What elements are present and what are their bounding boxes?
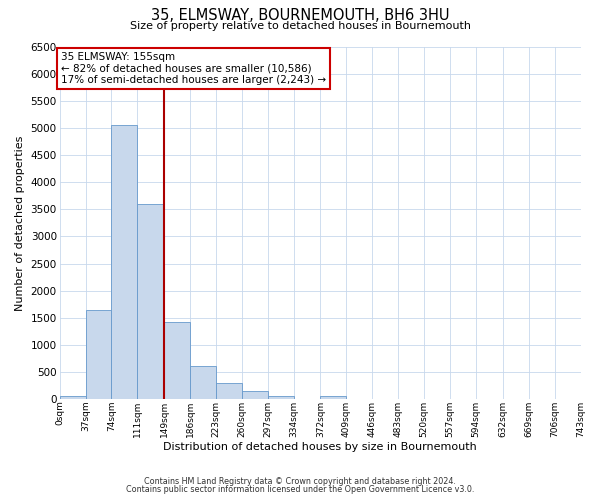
Bar <box>242 392 268 399</box>
X-axis label: Distribution of detached houses by size in Bournemouth: Distribution of detached houses by size … <box>163 442 477 452</box>
Text: Size of property relative to detached houses in Bournemouth: Size of property relative to detached ho… <box>130 21 470 31</box>
Bar <box>112 125 137 399</box>
Bar <box>268 396 294 399</box>
Bar <box>320 396 346 399</box>
Bar <box>190 366 216 399</box>
Bar <box>164 322 190 399</box>
Bar <box>86 310 112 399</box>
Text: Contains HM Land Registry data © Crown copyright and database right 2024.: Contains HM Land Registry data © Crown c… <box>144 477 456 486</box>
Bar <box>137 204 164 399</box>
Y-axis label: Number of detached properties: Number of detached properties <box>15 135 25 310</box>
Text: 35 ELMSWAY: 155sqm
← 82% of detached houses are smaller (10,586)
17% of semi-det: 35 ELMSWAY: 155sqm ← 82% of detached hou… <box>61 52 326 85</box>
Bar <box>216 384 242 399</box>
Bar <box>59 396 86 399</box>
Text: 35, ELMSWAY, BOURNEMOUTH, BH6 3HU: 35, ELMSWAY, BOURNEMOUTH, BH6 3HU <box>151 8 449 22</box>
Text: Contains public sector information licensed under the Open Government Licence v3: Contains public sector information licen… <box>126 485 474 494</box>
